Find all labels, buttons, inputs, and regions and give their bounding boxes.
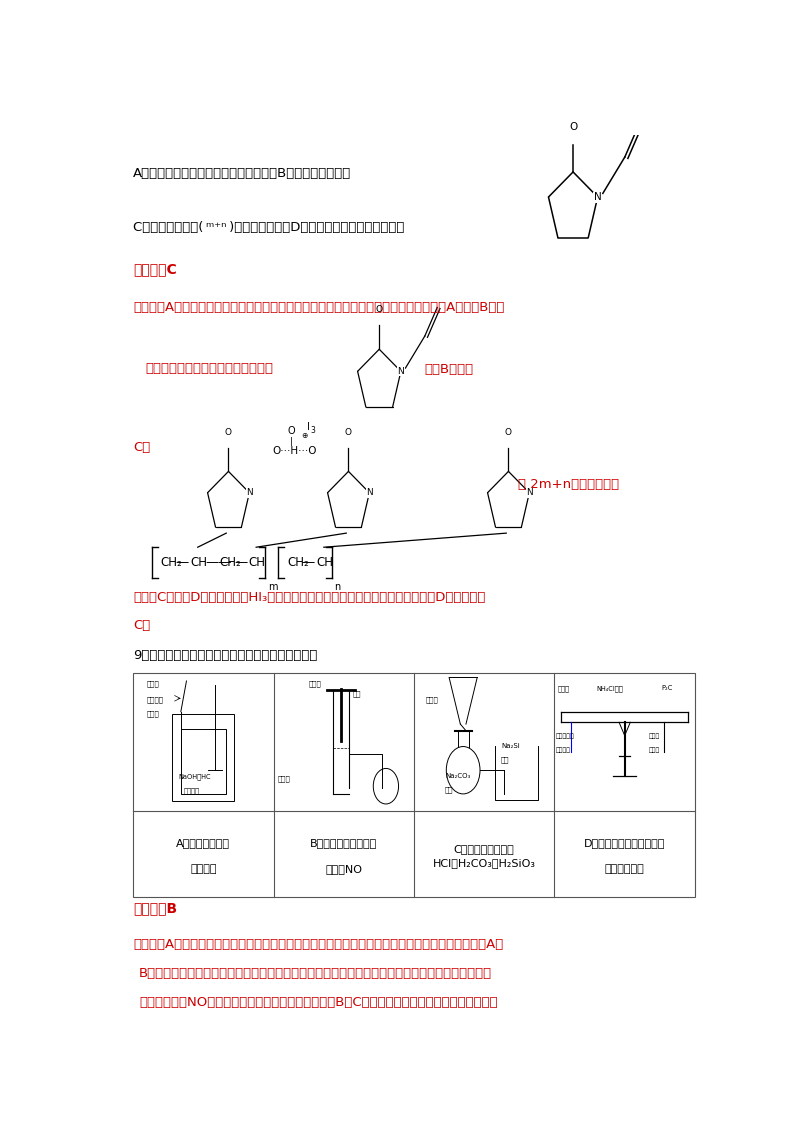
Text: 搅拌棒: 搅拌棒 bbox=[147, 711, 160, 718]
Text: 湿润的: 湿润的 bbox=[649, 733, 660, 739]
Text: A．测定中和反应

的反应热: A．测定中和反应 的反应热 bbox=[176, 838, 230, 874]
Text: C．: C． bbox=[133, 441, 150, 455]
Text: 溶液: 溶液 bbox=[501, 756, 510, 763]
Text: Na₂CO₃: Na₂CO₃ bbox=[445, 774, 470, 779]
Text: CH: CH bbox=[249, 556, 266, 569]
Text: 【解析】A．该装置热量易散失，不能用该装置测定中和反应的反应热，不能达到实验目的，故不选A；: 【解析】A．该装置热量易散失，不能用该装置测定中和反应的反应热，不能达到实验目的… bbox=[133, 939, 503, 951]
Text: N: N bbox=[594, 192, 602, 202]
Text: O: O bbox=[345, 429, 352, 438]
Text: CH: CH bbox=[191, 556, 207, 569]
Text: O: O bbox=[505, 429, 512, 438]
Text: 浓盐酸: 浓盐酸 bbox=[426, 696, 438, 703]
Bar bbox=[172, 714, 234, 801]
Text: 固体: 固体 bbox=[445, 786, 453, 793]
Text: C。: C。 bbox=[133, 620, 150, 632]
Text: 石灰石: 石灰石 bbox=[278, 776, 291, 783]
Text: 3: 3 bbox=[310, 426, 315, 435]
Text: O: O bbox=[287, 427, 295, 436]
Text: N: N bbox=[526, 489, 533, 497]
Text: C．比较酸性强弱：
HCl＞H₂CO₃＞H₂SiO₃: C．比较酸性强弱： HCl＞H₂CO₃＞H₂SiO₃ bbox=[433, 844, 536, 868]
Text: 稀硝酸: 稀硝酸 bbox=[309, 681, 322, 686]
Text: 9．用下列装置进行实验，能达到相应实验目的的是: 9．用下列装置进行实验，能达到相应实验目的的是 bbox=[133, 649, 318, 661]
Text: O: O bbox=[569, 122, 577, 133]
Bar bbox=[181, 729, 225, 794]
Text: 由 2m+n个单体加聚生: 由 2m+n个单体加聚生 bbox=[518, 478, 619, 492]
Text: 铜丝: 铜丝 bbox=[353, 691, 360, 697]
Text: ——: —— bbox=[206, 556, 232, 569]
Text: 混合溶液: 混合溶液 bbox=[183, 788, 199, 794]
Text: O: O bbox=[225, 429, 232, 438]
Text: 【解析】A．聚维酮含有肽键，具有多肽化合物的性质，可发生水解生成氨基和羧基，故A正确；B．由: 【解析】A．聚维酮含有肽键，具有多肽化合物的性质，可发生水解生成氨基和羧基，故A… bbox=[133, 301, 504, 314]
Text: 止反应生成的NO被氧气氧化，能达到实验目的，故选B；C．盐酸和碳酸钠反应放出的二氧化碳气: 止反应生成的NO被氧气氧化，能达到实验目的，故选B；C．盐酸和碳酸钠反应放出的二… bbox=[139, 996, 498, 1008]
Text: 【答案】B: 【答案】B bbox=[133, 902, 177, 915]
Text: 温度计: 温度计 bbox=[147, 681, 160, 686]
Text: A．聚维酮在一定条件下能发生水解反应B．聚维酮的单体是: A．聚维酮在一定条件下能发生水解反应B．聚维酮的单体是 bbox=[133, 167, 351, 180]
Text: —: — bbox=[234, 556, 248, 569]
Text: |: | bbox=[290, 437, 293, 446]
Text: 石蕊试纸: 石蕊试纸 bbox=[556, 747, 571, 752]
Text: CH₂: CH₂ bbox=[287, 556, 309, 569]
Text: n: n bbox=[334, 582, 341, 592]
Text: NaOH和HC: NaOH和HC bbox=[178, 774, 210, 779]
Text: N: N bbox=[398, 367, 404, 376]
Text: 酚试纸: 酚试纸 bbox=[649, 747, 660, 752]
Text: —: — bbox=[175, 556, 189, 569]
Text: B．验证稀硝酸的还原

产物为NO: B．验证稀硝酸的还原 产物为NO bbox=[310, 838, 377, 874]
Text: CH₂: CH₂ bbox=[219, 556, 241, 569]
Text: ⊕: ⊕ bbox=[301, 431, 307, 440]
Text: —: — bbox=[302, 556, 315, 569]
Text: 【答案】C: 【答案】C bbox=[133, 262, 177, 276]
Text: NH₄Cl固体: NH₄Cl固体 bbox=[596, 685, 623, 692]
Text: N: N bbox=[366, 489, 372, 497]
Text: B．先用稀硝酸和碳酸钙反应生成的二氧化碳排出装置中的空气，再把铜丝伸入稀硝酸中反应，能防: B．先用稀硝酸和碳酸钙反应生成的二氧化碳排出装置中的空气，再把铜丝伸入稀硝酸中反… bbox=[139, 967, 492, 980]
Text: ，故B正确；: ，故B正确； bbox=[424, 364, 473, 376]
Text: P₂C: P₂C bbox=[661, 685, 673, 692]
Text: O···H···O: O···H···O bbox=[272, 446, 317, 456]
Text: 高聚物结构简式可知聚维酮的单体是: 高聚物结构简式可知聚维酮的单体是 bbox=[145, 362, 273, 375]
Text: 碱石灰: 碱石灰 bbox=[557, 685, 569, 692]
Text: 湿润的蓝色: 湿润的蓝色 bbox=[556, 733, 575, 739]
Text: 环形玻璃: 环形玻璃 bbox=[147, 696, 164, 703]
Text: N: N bbox=[246, 489, 252, 497]
Text: D．检验氯化铵受热分解生

成的两种气体: D．检验氯化铵受热分解生 成的两种气体 bbox=[584, 838, 665, 874]
Text: I: I bbox=[306, 422, 310, 432]
Text: CH₂: CH₂ bbox=[160, 556, 183, 569]
Text: m: m bbox=[268, 582, 277, 592]
Text: CH: CH bbox=[317, 556, 333, 569]
Text: Na₂Si: Na₂Si bbox=[501, 742, 520, 749]
Text: C．聚维酮分子由( ᵐ⁺ⁿ )个单体聚合而成D．聚维酮碘是一种水溶性物质: C．聚维酮分子由( ᵐ⁺ⁿ )个单体聚合而成D．聚维酮碘是一种水溶性物质 bbox=[133, 221, 404, 234]
Text: 成，故C错误；D．高聚物可与HI₃形成氢键，则也可与水形成氢键，可溶于水，故D正确；故选: 成，故C错误；D．高聚物可与HI₃形成氢键，则也可与水形成氢键，可溶于水，故D正… bbox=[133, 591, 485, 604]
Text: O: O bbox=[376, 305, 383, 314]
